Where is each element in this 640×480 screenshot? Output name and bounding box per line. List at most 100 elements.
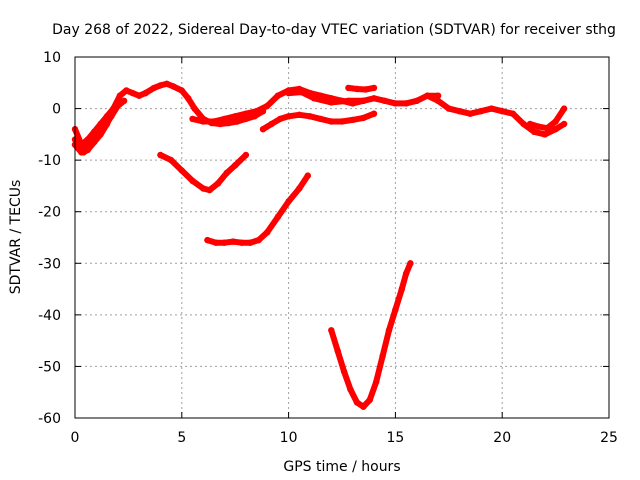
series-arc-4	[142, 80, 266, 127]
data-point	[229, 238, 237, 245]
y-tick-label: -10	[38, 153, 61, 169]
data-point	[311, 95, 318, 102]
data-point	[214, 180, 222, 187]
x-tick-label: 20	[493, 430, 511, 446]
data-point	[370, 110, 378, 117]
data-point	[520, 120, 527, 128]
data-point	[247, 239, 254, 246]
data-point	[150, 84, 158, 92]
data-point	[296, 185, 303, 192]
data-point	[552, 118, 559, 125]
data-point	[167, 156, 175, 164]
data-point	[560, 120, 568, 128]
data-point	[477, 108, 484, 115]
data-point	[264, 102, 271, 110]
data-point	[306, 113, 314, 120]
data-point	[467, 110, 474, 117]
data-point	[509, 110, 517, 117]
data-point	[345, 84, 352, 92]
data-point	[398, 285, 405, 293]
x-axis-label: GPS time / hours	[283, 459, 400, 475]
data-point	[234, 118, 241, 125]
data-point	[120, 97, 128, 105]
data-point	[360, 114, 367, 122]
data-point	[264, 229, 271, 236]
data-point	[379, 352, 386, 360]
data-point	[253, 108, 260, 115]
data-point	[488, 105, 495, 112]
data-point	[276, 115, 284, 123]
data-point	[204, 236, 211, 244]
data-point	[285, 89, 292, 97]
data-point	[362, 86, 369, 93]
data-point	[185, 95, 192, 102]
data-point	[526, 120, 534, 128]
data-point	[328, 327, 335, 334]
data-point	[541, 131, 549, 138]
data-point	[434, 97, 442, 105]
series-arc-7	[345, 84, 377, 93]
data-point	[402, 270, 410, 277]
data-point	[338, 118, 346, 125]
data-point	[178, 167, 185, 174]
data-point	[108, 113, 115, 120]
data-point	[163, 80, 170, 88]
data-point	[340, 368, 348, 375]
data-point	[385, 327, 393, 334]
data-point	[334, 347, 341, 355]
data-point	[223, 169, 230, 177]
data-point	[225, 119, 232, 127]
data-point	[353, 399, 361, 406]
data-point	[370, 84, 378, 92]
data-point	[296, 111, 303, 119]
data-point	[531, 128, 538, 135]
data-point	[353, 85, 361, 93]
x-tick-label: 15	[386, 430, 404, 446]
data-point	[178, 87, 185, 94]
data-point	[407, 260, 414, 267]
data-point	[392, 100, 399, 107]
data-point	[189, 115, 196, 123]
data-point	[370, 95, 378, 102]
data-point	[445, 105, 452, 112]
y-tick-label: -60	[38, 411, 61, 427]
data-point	[221, 115, 228, 123]
data-point	[402, 100, 410, 107]
series-arc-13	[328, 260, 414, 410]
data-point	[101, 123, 109, 130]
data-point	[268, 120, 275, 128]
data-point	[157, 151, 164, 159]
data-point	[200, 185, 207, 192]
data-point	[242, 115, 250, 123]
data-point	[328, 118, 335, 125]
series-arc-12	[204, 172, 311, 246]
data-point	[221, 239, 228, 246]
data-point	[347, 386, 354, 393]
data-point	[285, 113, 292, 120]
data-point	[114, 102, 121, 110]
data-point	[285, 198, 292, 205]
x-tick-label: 25	[600, 430, 618, 446]
data-point	[560, 105, 568, 112]
data-point	[212, 239, 220, 246]
data-point	[424, 92, 431, 99]
data-point	[78, 149, 85, 156]
data-point	[456, 108, 463, 115]
data-point	[274, 213, 282, 221]
data-point	[170, 83, 177, 90]
data-point	[232, 162, 239, 169]
data-point	[349, 116, 356, 124]
data-point	[543, 125, 551, 132]
chart-title: Day 268 of 2022, Sidereal Day-to-day VTE…	[52, 22, 616, 38]
x-tick-label: 5	[177, 430, 186, 446]
data-point	[191, 105, 198, 112]
data-point	[255, 236, 262, 244]
y-tick-label: -30	[38, 256, 61, 272]
data-point	[317, 115, 324, 123]
data-point	[345, 97, 352, 105]
data-point	[86, 141, 94, 148]
data-point	[274, 92, 282, 99]
data-point	[381, 97, 388, 105]
data-point	[93, 133, 100, 141]
y-tick-label: -40	[38, 308, 61, 324]
